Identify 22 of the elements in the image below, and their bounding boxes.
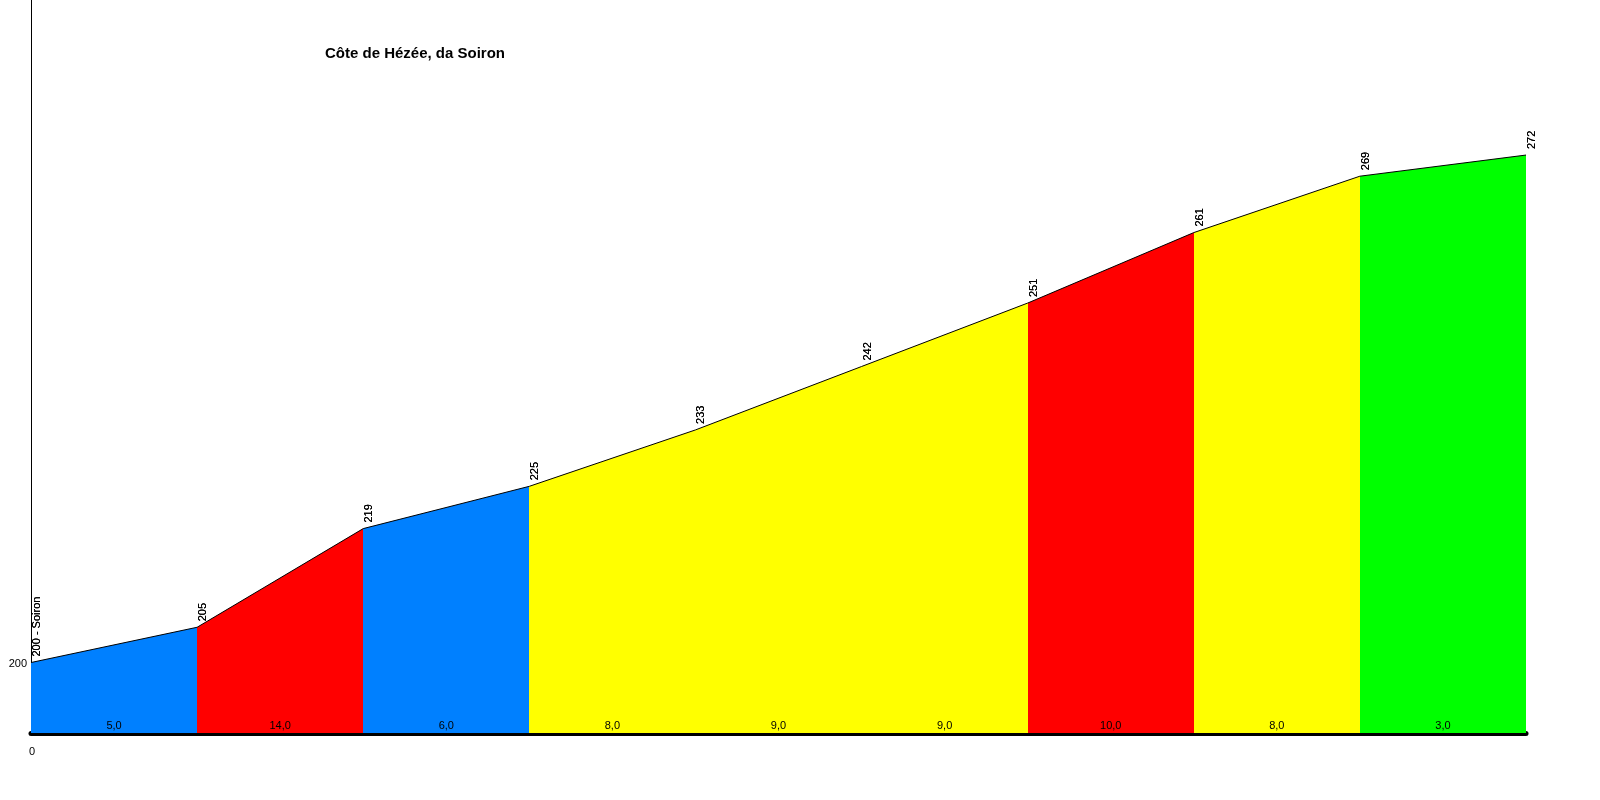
text: Côte de Hézée, da Soiron bbox=[325, 44, 506, 61]
annotation: 5,0 bbox=[106, 718, 122, 731]
data-label: 242 bbox=[860, 342, 873, 361]
annotation: 9,0 bbox=[936, 718, 953, 731]
data-label: 269 bbox=[1358, 151, 1371, 171]
data-label: 205 bbox=[196, 602, 209, 622]
text: 0 bbox=[29, 744, 36, 757]
annotation: 14,0 bbox=[269, 718, 291, 731]
data-label: 200 - Soiron bbox=[30, 596, 42, 657]
data-label: 219 bbox=[362, 504, 375, 523]
data-label: 251 bbox=[1026, 278, 1039, 298]
text: 200 bbox=[8, 656, 27, 669]
annotation: 9,0 bbox=[770, 718, 787, 731]
annotation: 8,0 bbox=[1269, 718, 1285, 731]
annotation: 8,0 bbox=[604, 718, 621, 731]
annotation: 3,0 bbox=[1435, 718, 1451, 731]
data-label: 261 bbox=[1192, 208, 1205, 227]
data-label: 233 bbox=[694, 405, 707, 424]
annotation: 10,0 bbox=[1100, 718, 1122, 731]
annotation: 6,0 bbox=[438, 718, 454, 731]
data-label: 272 bbox=[1525, 130, 1537, 150]
data-label: 225 bbox=[528, 461, 541, 481]
